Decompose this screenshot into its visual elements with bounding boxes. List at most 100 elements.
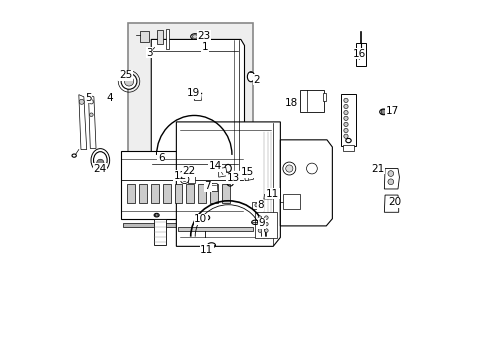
Ellipse shape bbox=[251, 220, 258, 225]
Bar bbox=[154, 220, 165, 245]
Text: 4: 4 bbox=[106, 93, 113, 103]
Circle shape bbox=[124, 77, 133, 86]
Circle shape bbox=[343, 134, 347, 138]
Polygon shape bbox=[88, 95, 96, 148]
Bar bbox=[165, 30, 169, 49]
Text: 7: 7 bbox=[204, 181, 211, 192]
Polygon shape bbox=[151, 40, 244, 171]
Text: 24: 24 bbox=[94, 163, 107, 174]
Circle shape bbox=[264, 229, 267, 232]
Ellipse shape bbox=[72, 154, 76, 157]
Bar bbox=[174, 184, 182, 203]
Circle shape bbox=[343, 122, 347, 127]
Text: 11: 11 bbox=[200, 245, 213, 255]
Text: 22: 22 bbox=[182, 166, 195, 176]
Bar bbox=[140, 31, 148, 42]
Circle shape bbox=[254, 203, 258, 207]
Circle shape bbox=[282, 162, 295, 175]
Polygon shape bbox=[280, 140, 332, 226]
Text: 10: 10 bbox=[194, 215, 207, 224]
Circle shape bbox=[258, 229, 261, 232]
Circle shape bbox=[89, 113, 93, 117]
Text: 18: 18 bbox=[284, 98, 297, 108]
Circle shape bbox=[306, 163, 317, 174]
Circle shape bbox=[380, 109, 386, 114]
Ellipse shape bbox=[192, 35, 197, 39]
Text: 2: 2 bbox=[253, 75, 260, 85]
Ellipse shape bbox=[207, 243, 215, 248]
Ellipse shape bbox=[224, 165, 231, 172]
Circle shape bbox=[258, 216, 261, 220]
Text: 6: 6 bbox=[158, 153, 164, 163]
Text: 13: 13 bbox=[226, 173, 239, 183]
Bar bbox=[283, 194, 300, 209]
Circle shape bbox=[180, 175, 188, 184]
Bar bbox=[255, 212, 276, 238]
Ellipse shape bbox=[247, 72, 254, 82]
Bar bbox=[198, 184, 206, 203]
Ellipse shape bbox=[345, 138, 350, 143]
Ellipse shape bbox=[190, 34, 199, 40]
Circle shape bbox=[264, 216, 267, 220]
Text: 12: 12 bbox=[173, 171, 186, 181]
Text: 5: 5 bbox=[85, 93, 92, 103]
Circle shape bbox=[204, 216, 207, 220]
Text: 21: 21 bbox=[370, 163, 384, 174]
Ellipse shape bbox=[154, 213, 159, 217]
Circle shape bbox=[387, 179, 393, 185]
Text: 15: 15 bbox=[240, 167, 253, 177]
Ellipse shape bbox=[202, 215, 209, 220]
Bar bbox=[122, 223, 239, 227]
Text: 23: 23 bbox=[197, 31, 210, 41]
Circle shape bbox=[343, 111, 347, 115]
Bar bbox=[187, 173, 195, 183]
Text: 14: 14 bbox=[208, 161, 221, 171]
Circle shape bbox=[387, 171, 393, 176]
Bar bbox=[343, 145, 353, 151]
Bar bbox=[151, 184, 159, 203]
Text: 16: 16 bbox=[352, 49, 365, 59]
Bar bbox=[210, 184, 218, 203]
Circle shape bbox=[182, 177, 186, 181]
Text: 20: 20 bbox=[388, 197, 401, 207]
Ellipse shape bbox=[93, 152, 107, 169]
Bar bbox=[252, 202, 261, 209]
Polygon shape bbox=[176, 122, 280, 246]
Text: 11: 11 bbox=[265, 189, 279, 199]
Bar bbox=[178, 227, 253, 231]
Circle shape bbox=[121, 73, 137, 89]
Bar bbox=[163, 184, 170, 203]
Circle shape bbox=[258, 222, 261, 226]
Bar bbox=[222, 184, 229, 203]
Bar bbox=[300, 90, 324, 112]
Text: 17: 17 bbox=[385, 106, 398, 116]
Polygon shape bbox=[79, 95, 86, 149]
Circle shape bbox=[343, 116, 347, 121]
Polygon shape bbox=[384, 168, 399, 189]
Ellipse shape bbox=[379, 109, 387, 115]
Bar bbox=[356, 43, 366, 66]
Bar bbox=[322, 93, 325, 101]
Circle shape bbox=[264, 222, 267, 226]
Polygon shape bbox=[207, 184, 218, 192]
Polygon shape bbox=[264, 194, 272, 199]
Bar bbox=[139, 184, 147, 203]
Bar bbox=[121, 151, 242, 220]
Circle shape bbox=[79, 99, 84, 104]
Circle shape bbox=[343, 129, 347, 133]
Text: 9: 9 bbox=[258, 218, 264, 228]
Bar bbox=[341, 94, 355, 146]
Text: 25: 25 bbox=[119, 70, 132, 80]
Bar bbox=[128, 23, 253, 177]
Bar bbox=[156, 30, 163, 44]
Polygon shape bbox=[244, 172, 253, 181]
Circle shape bbox=[97, 159, 104, 166]
Polygon shape bbox=[384, 195, 398, 212]
Bar bbox=[186, 184, 194, 203]
Circle shape bbox=[285, 165, 292, 172]
Polygon shape bbox=[194, 95, 201, 100]
Circle shape bbox=[343, 104, 347, 109]
Circle shape bbox=[343, 98, 347, 103]
Text: 19: 19 bbox=[186, 88, 200, 98]
Bar bbox=[127, 184, 135, 203]
